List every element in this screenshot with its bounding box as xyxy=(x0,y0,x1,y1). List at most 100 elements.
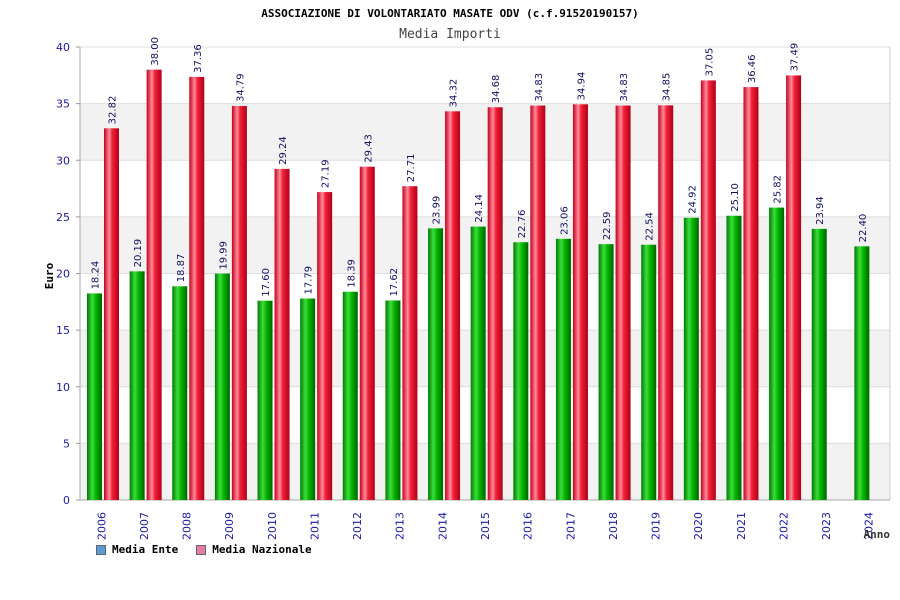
bar-media-nazionale xyxy=(530,105,546,501)
legend-swatch-media-ente xyxy=(96,544,106,555)
bar-media-ente xyxy=(257,300,273,500)
bar-media-nazionale xyxy=(786,75,802,500)
data-label: 24.92 xyxy=(687,185,698,214)
bar-media-ente xyxy=(385,300,401,500)
bar-media-nazionale xyxy=(359,166,375,500)
bar-media-ente xyxy=(598,244,614,500)
x-tick-label: 2009 xyxy=(223,512,236,540)
bar-media-nazionale xyxy=(572,104,588,500)
data-label: 22.76 xyxy=(517,210,528,239)
bar-media-nazionale xyxy=(658,105,674,500)
y-axis-label: Euro xyxy=(43,262,56,289)
data-label: 34.83 xyxy=(619,73,630,102)
bar-media-nazionale xyxy=(146,69,162,501)
data-label: 17.79 xyxy=(304,266,315,295)
data-label: 34.83 xyxy=(534,73,545,102)
bar-media-ente xyxy=(683,217,699,500)
y-tick-label: 10 xyxy=(56,381,70,394)
data-label: 29.43 xyxy=(363,134,374,163)
bar-media-ente xyxy=(555,238,571,500)
bar-media-ente xyxy=(172,286,188,500)
data-label: 23.06 xyxy=(559,206,570,235)
data-label: 27.71 xyxy=(406,154,417,183)
x-tick-label: 2017 xyxy=(564,512,577,540)
bar-media-ente xyxy=(811,228,827,500)
chart-title: ASSOCIAZIONE DI VOLONTARIATO MASATE ODV … xyxy=(261,7,639,20)
bar-media-ente xyxy=(129,271,145,500)
x-tick-label: 2006 xyxy=(95,512,108,540)
y-tick-label: 30 xyxy=(56,154,70,167)
data-label: 34.79 xyxy=(235,73,246,102)
x-tick-label: 2021 xyxy=(735,512,748,540)
x-tick-label: 2023 xyxy=(820,512,833,540)
x-axis-label: Anno xyxy=(864,528,891,541)
data-label: 23.94 xyxy=(815,196,826,225)
legend-item-media-nazionale[interactable]: Media Nazionale xyxy=(196,543,312,556)
y-tick-label: 5 xyxy=(63,437,70,450)
data-label: 22.54 xyxy=(645,212,656,241)
bar-media-nazionale xyxy=(700,80,716,500)
data-label: 32.82 xyxy=(108,96,119,125)
data-label: 34.68 xyxy=(491,75,502,104)
bar-media-ente xyxy=(342,291,358,500)
bar-media-nazionale xyxy=(189,76,205,500)
data-label: 37.49 xyxy=(790,43,801,72)
y-tick-label: 25 xyxy=(56,211,70,224)
data-label: 34.32 xyxy=(449,79,460,108)
x-tick-label: 2024 xyxy=(863,512,876,540)
bar-media-nazionale xyxy=(231,106,247,501)
bar-media-ente xyxy=(300,298,316,500)
bar-media-ente xyxy=(428,228,444,501)
legend: Media Ente Media Nazionale xyxy=(96,543,312,556)
bar-media-ente xyxy=(726,215,742,500)
x-tick-label: 2012 xyxy=(351,512,364,540)
bar-media-nazionale xyxy=(274,168,290,500)
data-label: 17.62 xyxy=(389,268,400,297)
data-label: 29.24 xyxy=(278,136,289,165)
data-label: 18.39 xyxy=(346,259,357,288)
data-label: 38.00 xyxy=(150,37,161,66)
bar-media-nazionale xyxy=(317,192,333,501)
legend-swatch-media-nazionale xyxy=(196,544,207,555)
data-label: 25.10 xyxy=(730,183,741,212)
data-label: 18.87 xyxy=(176,254,187,283)
data-label: 22.40 xyxy=(858,214,869,243)
data-label: 23.99 xyxy=(432,196,443,225)
x-tick-label: 2015 xyxy=(479,512,492,540)
data-label: 19.99 xyxy=(218,241,229,270)
bar-media-ente xyxy=(214,273,230,500)
x-tick-label: 2020 xyxy=(692,512,705,540)
y-tick-label: 0 xyxy=(63,494,70,507)
y-tick-label: 15 xyxy=(56,324,70,337)
data-label: 22.59 xyxy=(602,212,613,241)
bar-media-nazionale xyxy=(487,107,503,501)
x-tick-label: 2016 xyxy=(522,512,535,540)
bar-media-ente xyxy=(641,244,657,500)
plot-area: 0 5 10 15 20 25 30 35 40 18.24 32.82 2006 20.19 38.00… xyxy=(56,37,891,540)
x-tick-label: 2014 xyxy=(436,512,449,540)
x-tick-label: 2008 xyxy=(181,512,194,540)
y-tick-label: 35 xyxy=(56,98,70,111)
bar-media-nazionale xyxy=(615,105,631,501)
bar-media-ente xyxy=(470,226,486,500)
x-tick-label: 2022 xyxy=(777,512,790,540)
y-tick-label: 40 xyxy=(56,41,70,54)
data-label: 37.05 xyxy=(704,48,715,77)
data-label: 25.82 xyxy=(773,175,784,204)
data-label: 17.60 xyxy=(261,268,272,297)
bar-media-ente xyxy=(87,293,102,500)
bar-media-ente xyxy=(854,246,870,500)
x-tick-label: 2007 xyxy=(138,512,151,540)
data-label: 20.19 xyxy=(133,239,144,268)
legend-label-media-ente: Media Ente xyxy=(112,543,179,556)
chart-subtitle: Media Importi xyxy=(399,27,501,42)
bar-media-nazionale xyxy=(743,87,759,500)
bar-media-nazionale xyxy=(445,111,461,501)
legend-item-media-ente[interactable]: Media Ente xyxy=(96,543,178,556)
data-label: 36.46 xyxy=(747,54,758,83)
x-tick-label: 2013 xyxy=(394,512,407,540)
bar-media-ente xyxy=(513,242,529,501)
legend-label-media-nazionale: Media Nazionale xyxy=(212,543,312,556)
data-label: 18.24 xyxy=(91,261,102,290)
